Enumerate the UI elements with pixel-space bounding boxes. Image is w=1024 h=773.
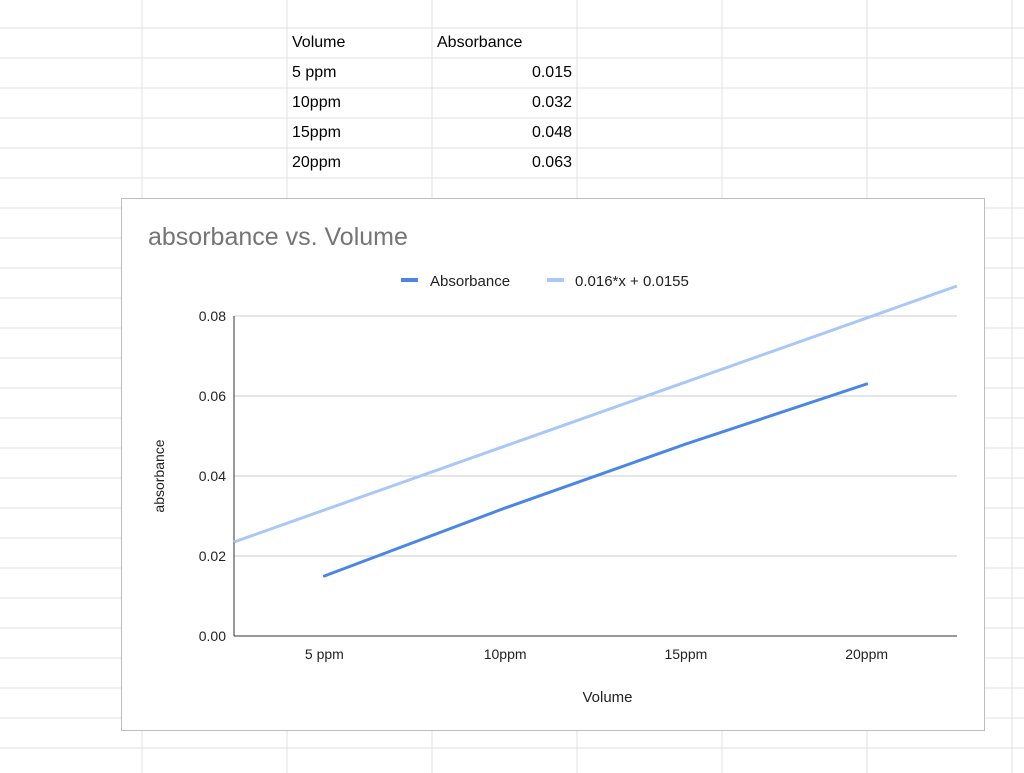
y-tick-label: 0.00 [199, 628, 226, 644]
table-header-absorbance[interactable]: Absorbance [437, 34, 523, 51]
chart-title: absorbance vs. Volume [148, 223, 408, 251]
data-point [503, 506, 507, 510]
series-line-absorbance [323, 382, 868, 578]
x-tick-label: 10ppm [484, 646, 527, 662]
legend-label-trendline: 0.016*x + 0.0155 [575, 273, 689, 290]
table-cell-absorbance[interactable]: 0.048 [531, 124, 572, 141]
x-tick-label: 20ppm [845, 646, 888, 662]
x-tick-label: 5 ppm [305, 646, 344, 662]
table-cell-volume[interactable]: 15ppm [292, 124, 341, 141]
table-cell-volume[interactable]: 20ppm [292, 154, 341, 171]
y-tick-label: 0.08 [199, 308, 226, 324]
table-cell-volume[interactable]: 5 ppm [292, 64, 337, 81]
y-tick-label: 0.04 [199, 468, 226, 484]
y-tick-label: 0.02 [199, 548, 226, 564]
table-cell-absorbance[interactable]: 0.063 [531, 154, 572, 171]
legend-label-absorbance: Absorbance [430, 273, 510, 290]
data-point [322, 574, 326, 578]
x-axis-title: Volume [582, 689, 632, 706]
data-point [684, 442, 688, 446]
trendline [233, 284, 958, 544]
chart-plot: Absorbance 0.016*x + 0.0155 0.00 0.02 0.04 0.… [151, 273, 958, 706]
table-cell-absorbance[interactable]: 0.032 [531, 94, 572, 111]
x-tick-label: 15ppm [664, 646, 707, 662]
chart-card[interactable]: absorbance vs. Volume Absorbance 0.016*x … [121, 198, 985, 731]
table-header-volume[interactable]: Volume [292, 34, 346, 51]
table-cell-absorbance[interactable]: 0.015 [531, 64, 572, 81]
y-tick-label: 0.06 [199, 388, 226, 404]
data-point [865, 382, 869, 386]
y-axis-title: absorbance [151, 439, 167, 512]
table-cell-volume[interactable]: 10ppm [292, 94, 341, 111]
